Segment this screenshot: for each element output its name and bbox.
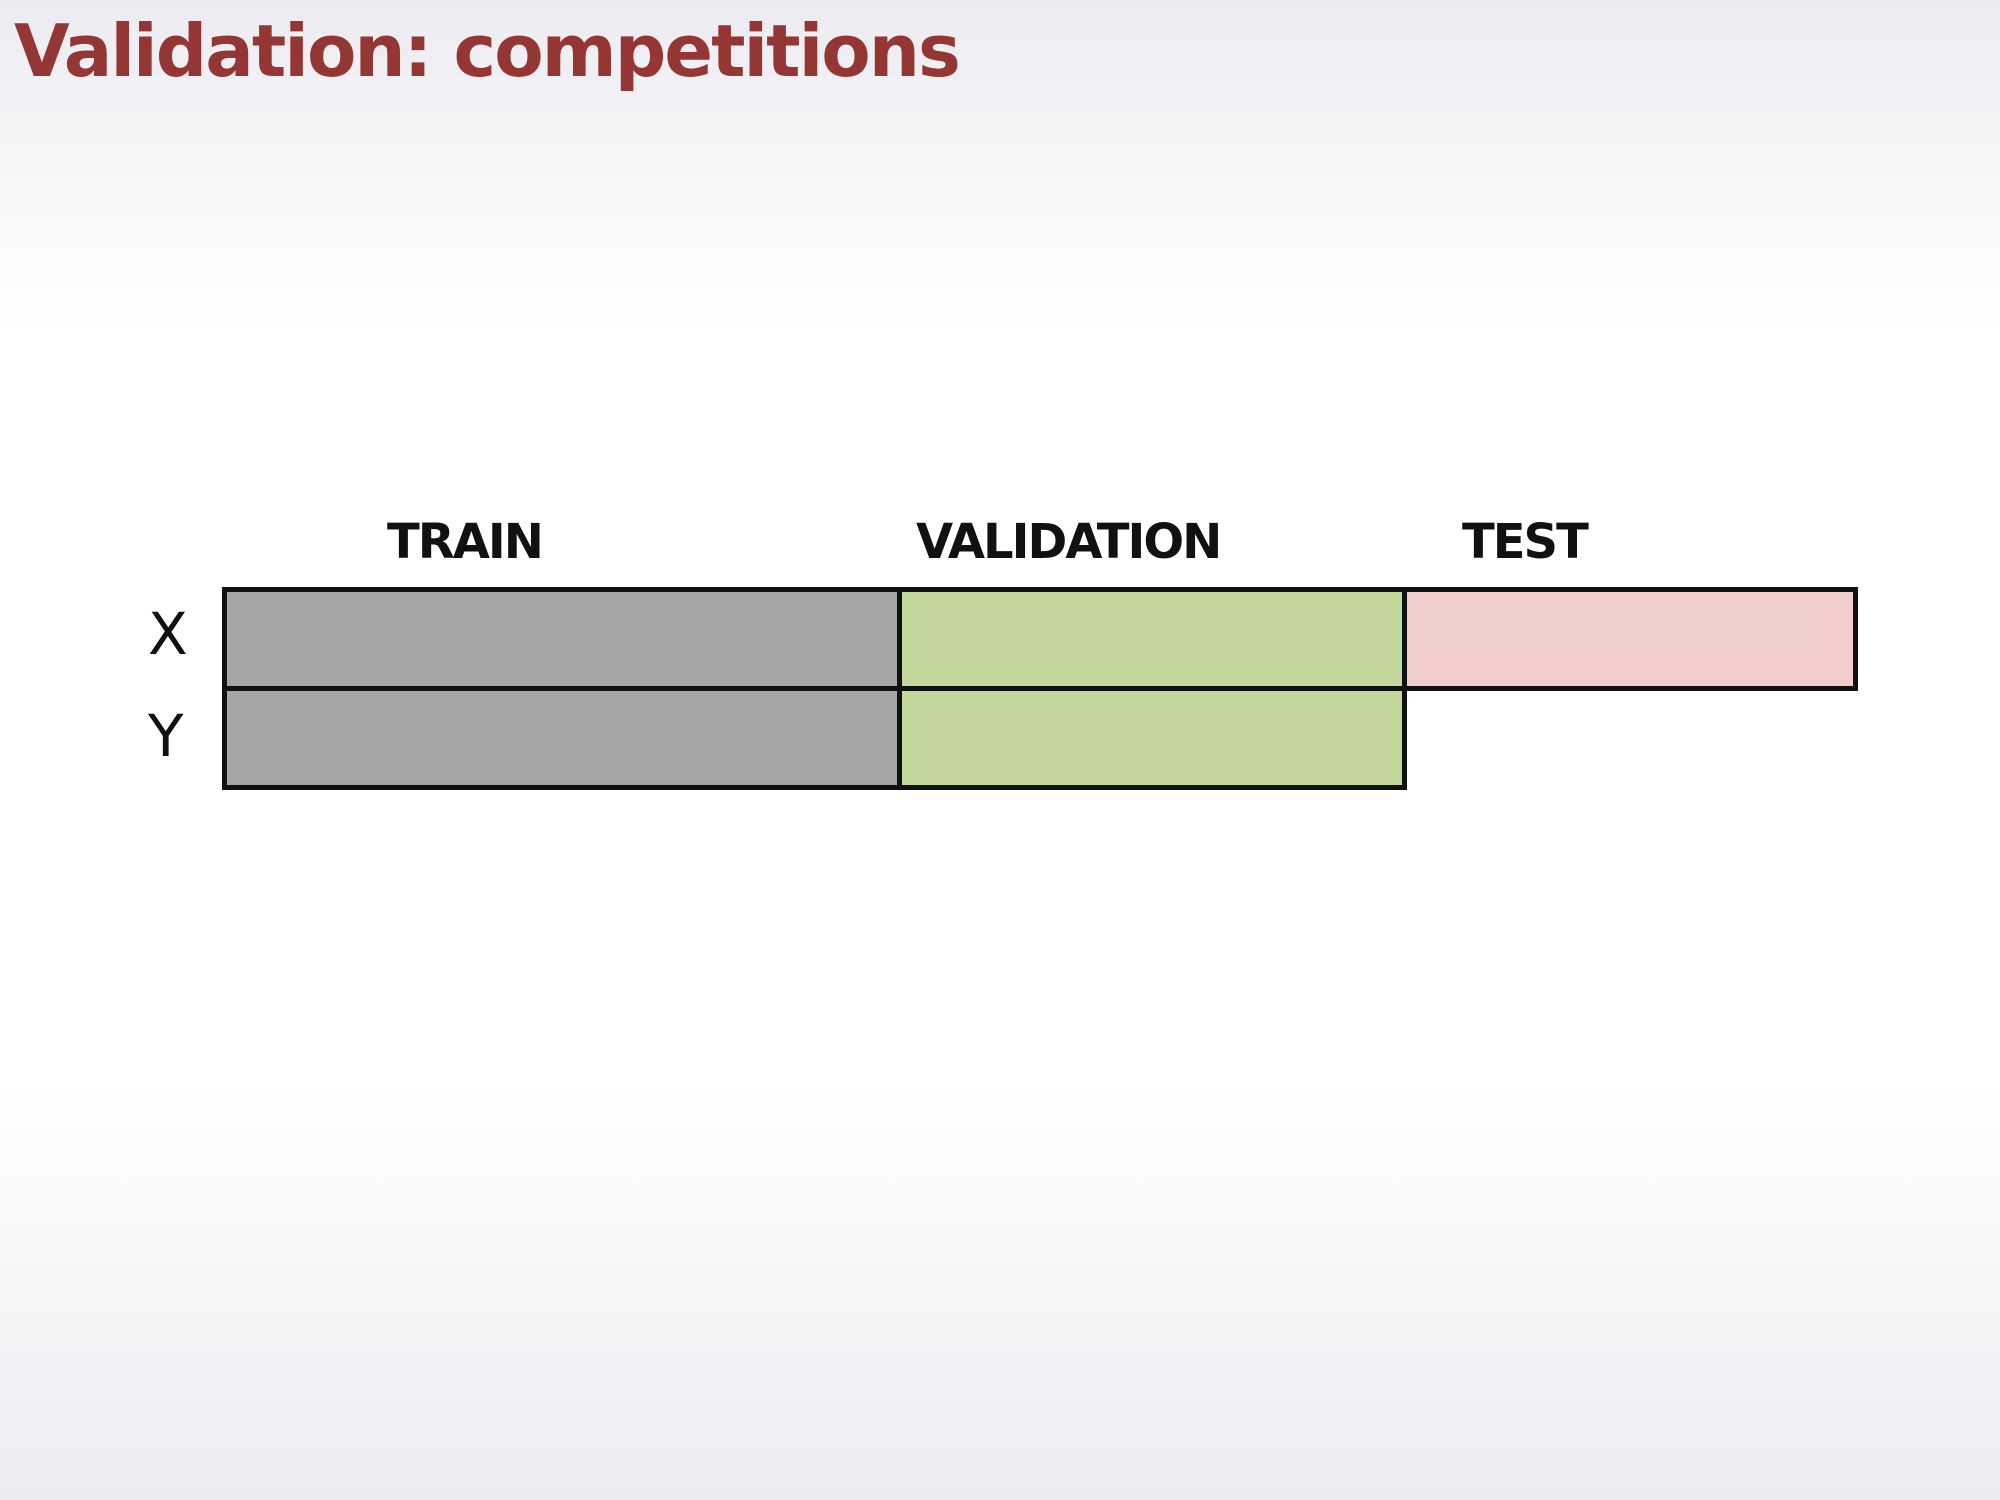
row-label-x: X	[148, 600, 188, 668]
train-y-block	[222, 686, 902, 790]
train-x-block	[222, 587, 902, 691]
column-label-validation: VALIDATION	[916, 514, 1222, 570]
row-label-y: Y	[148, 702, 184, 770]
test-x-block	[1402, 587, 1858, 691]
slide-title: Validation: competitions	[14, 9, 961, 93]
column-label-train: TRAIN	[387, 514, 544, 570]
validation-y-block	[897, 686, 1407, 790]
validation-x-block	[897, 587, 1407, 691]
column-label-test: TEST	[1462, 514, 1589, 570]
